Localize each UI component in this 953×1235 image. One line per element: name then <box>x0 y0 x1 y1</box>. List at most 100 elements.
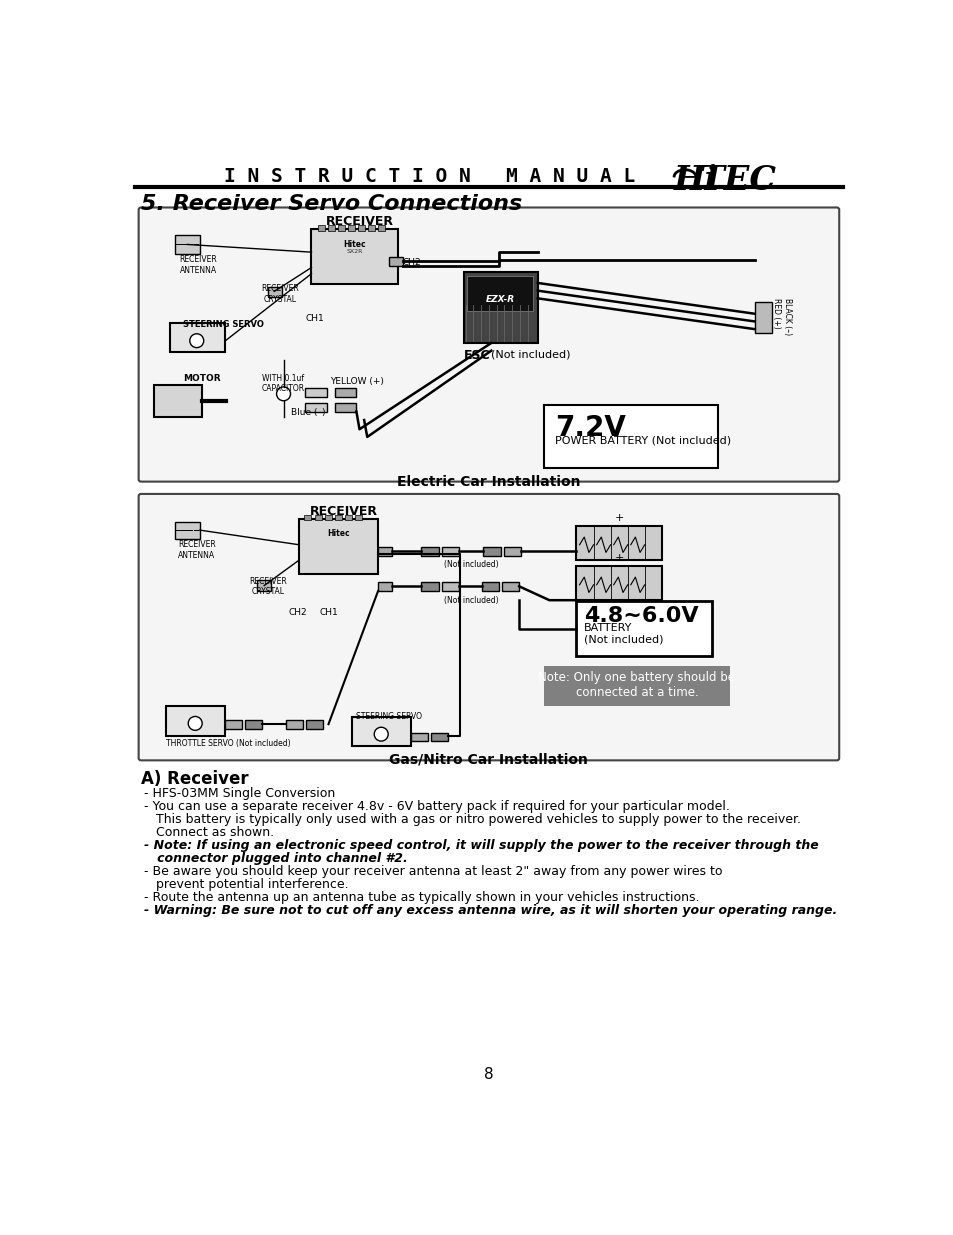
Text: +: + <box>614 553 623 563</box>
Text: (Not included): (Not included) <box>443 595 497 605</box>
Text: RECEIVER
ANTENNA: RECEIVER ANTENNA <box>179 256 217 274</box>
Text: - Note: If using an electronic speed control, it will supply the power to the re: - Note: If using an electronic speed con… <box>144 839 818 852</box>
Bar <box>410 732 427 741</box>
Bar <box>464 272 537 343</box>
Bar <box>328 225 335 231</box>
Text: SX2R: SX2R <box>346 249 363 254</box>
Bar <box>389 257 402 266</box>
Text: - Warning: Be sure not to cut off any excess antenna wire, as it will shorten yo: - Warning: Be sure not to cut off any ex… <box>144 904 837 918</box>
Text: - Route the antenna up an antenna tube as typically shown in your vehicles instr: - Route the antenna up an antenna tube a… <box>144 892 699 904</box>
Bar <box>154 384 202 417</box>
Text: A) Receiver: A) Receiver <box>141 769 249 788</box>
Bar <box>286 720 303 729</box>
Text: Hitec: Hitec <box>327 530 350 538</box>
Bar <box>481 583 498 592</box>
Bar <box>224 720 241 729</box>
Bar <box>324 515 332 520</box>
Bar <box>377 583 392 592</box>
Text: CH1: CH1 <box>319 608 337 618</box>
Text: 5. Receiver Servo Connections: 5. Receiver Servo Connections <box>141 194 521 215</box>
Text: CH1: CH1 <box>305 314 324 322</box>
Bar <box>357 225 365 231</box>
FancyBboxPatch shape <box>138 207 839 482</box>
Text: (Not included): (Not included) <box>491 350 570 359</box>
Bar <box>257 580 271 592</box>
Text: STEERING SERVO: STEERING SERVO <box>355 711 421 721</box>
Text: THROTTLE SERVO (Not included): THROTTLE SERVO (Not included) <box>166 739 290 747</box>
Bar <box>754 303 771 333</box>
Text: STEERING SERVO: STEERING SERVO <box>183 320 263 329</box>
Bar <box>311 228 397 284</box>
Bar <box>337 225 344 231</box>
Text: CH2: CH2 <box>288 608 307 618</box>
Bar <box>174 521 199 538</box>
Text: Hi: Hi <box>673 163 717 196</box>
Text: RED (+): RED (+) <box>771 299 781 329</box>
Circle shape <box>188 716 202 730</box>
Bar <box>368 225 375 231</box>
Text: +: + <box>614 514 623 524</box>
Text: EZX-R: EZX-R <box>485 295 515 304</box>
Text: 4.8~6.0V: 4.8~6.0V <box>583 605 699 626</box>
Bar <box>305 389 327 396</box>
Bar <box>377 225 385 231</box>
Text: Electric Car Installation: Electric Car Installation <box>396 475 580 489</box>
Text: I N S T R U C T I O N   M A N U A L: I N S T R U C T I O N M A N U A L <box>223 168 634 186</box>
Text: 7.2V: 7.2V <box>555 414 625 442</box>
Text: prevent potential interference.: prevent potential interference. <box>144 878 348 892</box>
Bar <box>305 403 327 411</box>
Text: CH2: CH2 <box>402 258 420 267</box>
Bar <box>268 287 282 296</box>
Bar <box>441 547 458 556</box>
Text: MOTOR: MOTOR <box>183 374 220 383</box>
Circle shape <box>276 387 291 401</box>
Circle shape <box>190 333 204 347</box>
Text: - HFS-03MM Single Conversion: - HFS-03MM Single Conversion <box>144 787 335 799</box>
Text: Hitec: Hitec <box>343 240 366 248</box>
Bar <box>483 547 500 556</box>
Text: RECEIVER
CRYSTAL: RECEIVER CRYSTAL <box>260 284 298 304</box>
Text: 8: 8 <box>483 1067 494 1082</box>
Text: (Not included): (Not included) <box>443 561 497 569</box>
FancyBboxPatch shape <box>138 494 839 761</box>
Bar <box>355 515 361 520</box>
Bar <box>335 515 341 520</box>
Bar <box>304 515 311 520</box>
Bar <box>344 515 352 520</box>
Text: RECEIVER
CRYSTAL: RECEIVER CRYSTAL <box>249 577 287 597</box>
Text: Blue (–): Blue (–) <box>291 408 326 416</box>
Bar <box>170 324 225 352</box>
Bar <box>503 547 520 556</box>
Bar <box>377 547 392 556</box>
Circle shape <box>374 727 388 741</box>
Bar <box>576 601 711 656</box>
Text: Connect as shown.: Connect as shown. <box>144 826 274 839</box>
Bar <box>335 403 356 411</box>
Text: TEC: TEC <box>699 163 775 196</box>
Text: WITH 0.1uf
CAPACITOR: WITH 0.1uf CAPACITOR <box>262 374 305 393</box>
Text: RECEIVER: RECEIVER <box>310 505 377 517</box>
Text: - Be aware you should keep your receiver antenna at least 2" away from any power: - Be aware you should keep your receiver… <box>144 864 721 878</box>
Bar <box>467 275 533 311</box>
Bar <box>306 720 323 729</box>
Bar <box>543 667 729 706</box>
Bar <box>421 583 438 592</box>
Text: Gas/Nitro Car Installation: Gas/Nitro Car Installation <box>389 752 588 767</box>
Text: RECEIVER: RECEIVER <box>325 215 393 228</box>
Bar <box>352 718 410 746</box>
Text: This battery is typically only used with a gas or nitro powered vehicles to supp: This battery is typically only used with… <box>144 813 801 826</box>
Bar <box>501 583 518 592</box>
Text: BATTERY
(Not included): BATTERY (Not included) <box>583 622 663 645</box>
Bar <box>317 225 324 231</box>
Bar <box>431 732 447 741</box>
Bar <box>245 720 261 729</box>
Text: Note: Only one battery should be
connected at a time.: Note: Only one battery should be connect… <box>537 671 735 699</box>
Bar <box>441 583 458 592</box>
Bar <box>166 706 224 736</box>
Bar <box>314 515 321 520</box>
Text: RECEIVER
ANTENNA: RECEIVER ANTENNA <box>177 540 215 559</box>
Bar <box>335 389 356 396</box>
Text: connector plugged into channel #2.: connector plugged into channel #2. <box>144 852 407 864</box>
Text: ESC: ESC <box>464 350 490 362</box>
Bar <box>576 566 661 600</box>
